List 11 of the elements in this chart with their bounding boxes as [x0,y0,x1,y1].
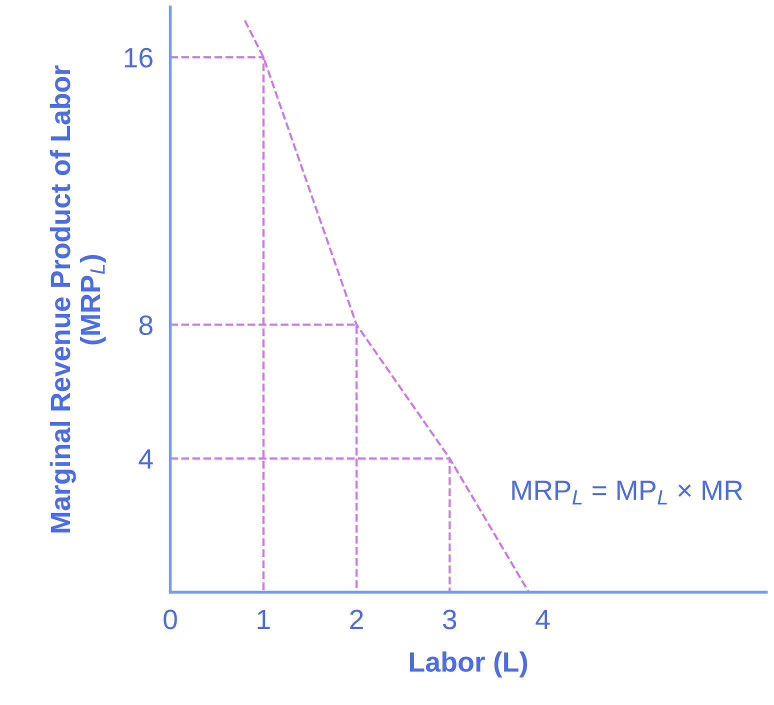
x-tick-label: 2 [350,610,363,629]
y-tick-label: 8 [139,315,152,336]
x-tick-label: 4 [536,610,550,629]
annotation: MRP$_{L}$ = MP$_{L}$ × MR [512,480,742,504]
y-tick-label: 16 [124,48,152,68]
x-axis-title: Labor (L) [410,651,528,678]
y-axis-title: Marginal Revenue Product of Labor (MRP$_{L}$) [50,65,106,532]
x-tick-label: 3 [442,610,456,630]
y-tick-label: 4 [138,449,153,469]
x-tick-label: 1 [258,610,270,629]
x-tick-label: 0 [164,610,177,630]
